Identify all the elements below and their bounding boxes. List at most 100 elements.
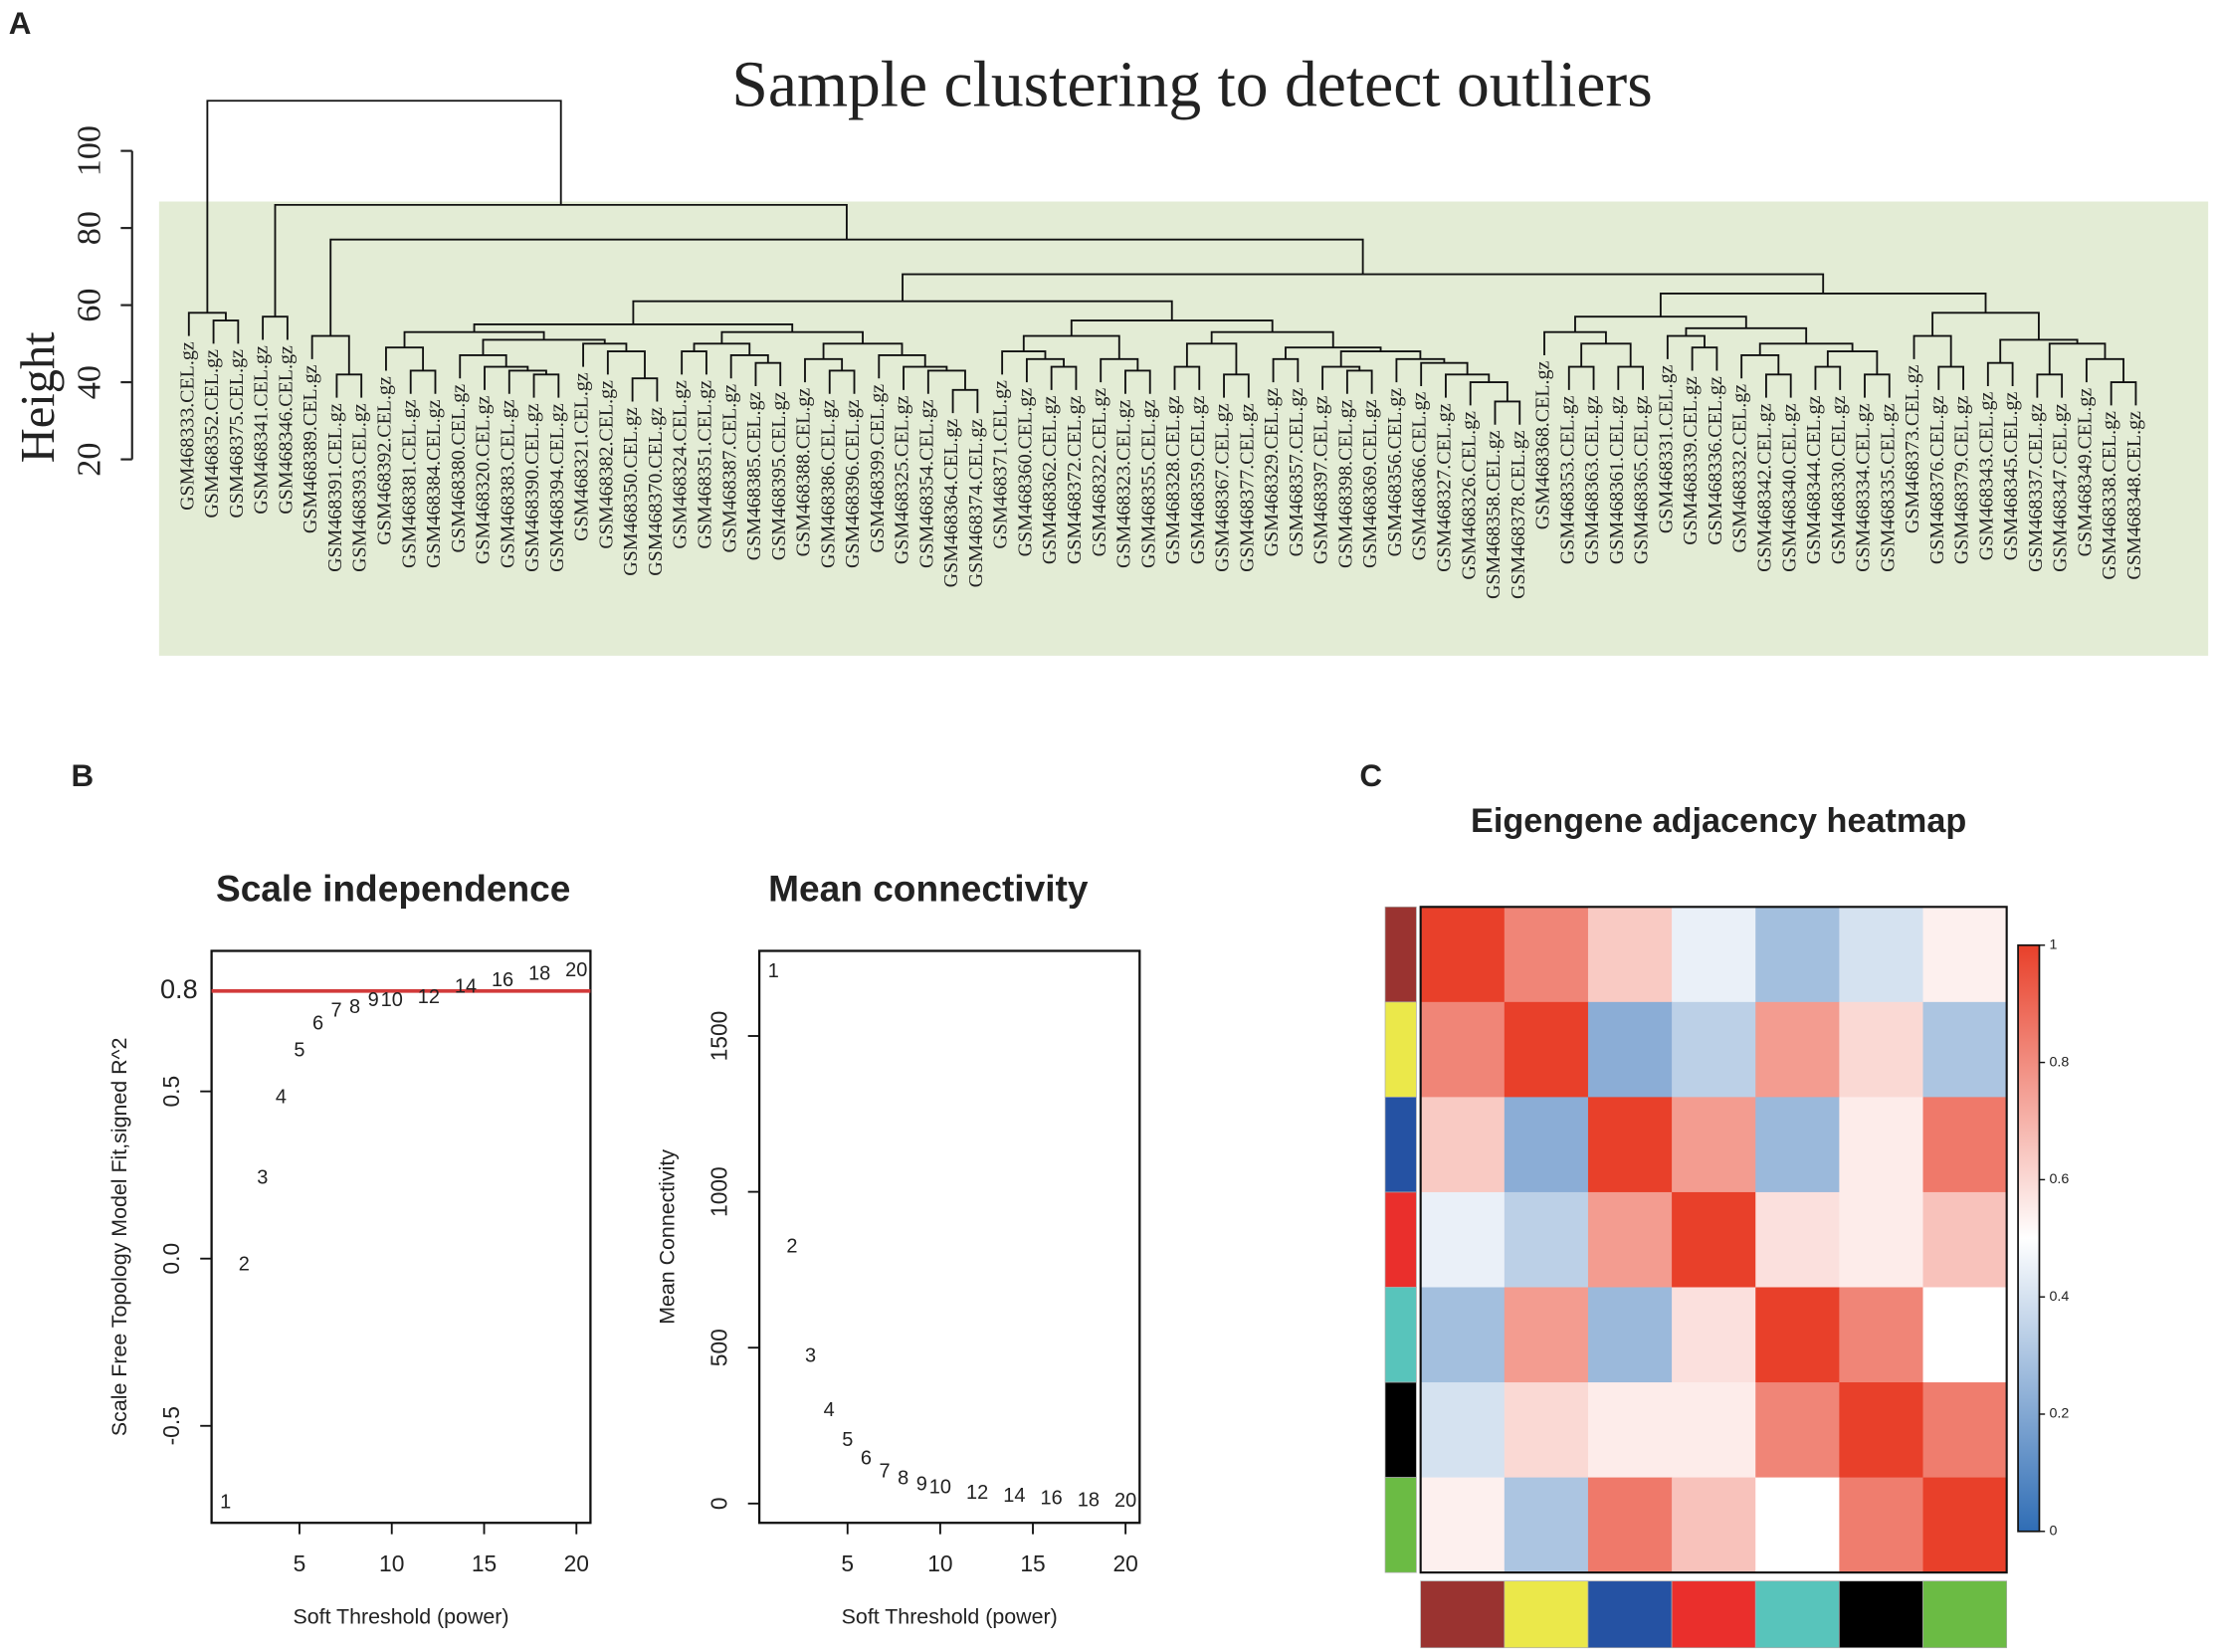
leaf-label: GSM468366.CEL.gz (1409, 392, 1431, 561)
merge (1210, 330, 1334, 348)
point-label: 9 (916, 1474, 927, 1496)
leaf-label: GSM468325.CEL.gz (892, 395, 913, 564)
heatmap-cell (1587, 907, 1673, 1003)
leaf-label: GSM468376.CEL.gz (1926, 395, 1948, 564)
heatmap-cell (1839, 1382, 1924, 1479)
x-tick-label: 5 (294, 1550, 306, 1576)
merge (1764, 373, 1792, 398)
colorbar-tick-label: 0.8 (2049, 1054, 2069, 1070)
heatmap-cell (1587, 1382, 1673, 1479)
point-label: 14 (455, 976, 477, 998)
merge (1025, 357, 1065, 383)
heatmap-cell (1922, 1287, 2008, 1383)
heatmap-cell (1922, 1001, 2008, 1099)
heatmap-cell (1755, 1477, 1841, 1573)
leaf-label: GSM468330.CEL.gz (1828, 395, 1850, 564)
leaf-label: GSM468326.CEL.gz (1458, 411, 1480, 580)
heatmap-cell (1672, 1287, 1756, 1383)
point-label: 10 (929, 1476, 951, 1498)
leaf-label: GSM468349.CEL.gz (2074, 388, 2096, 557)
leaf-label: GSM468341.CEL.gz (251, 345, 273, 515)
leaf-label: GSM468344.CEL.gz (1803, 395, 1825, 564)
chart-title: Sample clustering to detect outliers (731, 49, 1652, 120)
leaf-label: GSM468383.CEL.gz (497, 399, 518, 568)
merge (1543, 330, 1607, 355)
leaf-label: GSM468347.CEL.gz (2050, 403, 2072, 572)
leaf-label: GSM468373.CEL.gz (1902, 364, 1923, 533)
merge (274, 203, 848, 317)
leaf-label: GSM468337.CEL.gz (2025, 403, 2047, 572)
point-label: 20 (565, 959, 587, 981)
merge (310, 334, 350, 375)
heatmap-cell (1672, 1191, 1756, 1289)
colorbar-tick-label: 1 (2049, 937, 2057, 953)
leaf-label: GSM468335.CEL.gz (1877, 403, 1899, 572)
heatmap-cell (1755, 907, 1841, 1003)
heatmap-cell (1922, 1477, 2008, 1573)
leaf-label: GSM468345.CEL.gz (2000, 392, 2022, 561)
heatmap-cell (1504, 907, 1589, 1003)
leaf-label: GSM468396.CEL.gz (842, 399, 864, 568)
leaf-label: GSM468392.CEL.gz (374, 376, 396, 545)
merge (187, 311, 227, 336)
leaf-label: GSM468351.CEL.gz (694, 380, 715, 549)
plot-box (210, 949, 592, 1525)
column-module-color (1504, 1580, 1589, 1649)
point-label: 1 (220, 1491, 231, 1513)
merge (206, 100, 562, 313)
leaf-label: GSM468336.CEL.gz (1705, 376, 1726, 545)
colorbar-tick-label: 0.4 (2049, 1289, 2069, 1305)
point-label: 8 (349, 996, 360, 1018)
merge (1272, 357, 1300, 383)
column-module-color (1922, 1580, 2008, 1649)
point-label: 4 (824, 1399, 835, 1421)
heatmap-cell (1420, 1287, 1506, 1383)
merge (1659, 293, 1987, 317)
y-tick-label: 40 (72, 365, 108, 399)
heatmap-cell (1504, 1097, 1589, 1193)
leaf-label: GSM468364.CEL.gz (940, 419, 962, 588)
row-module-color (1384, 1381, 1417, 1478)
leaf-label: GSM468352.CEL.gz (201, 349, 223, 518)
point-label: 5 (842, 1429, 853, 1451)
leaf-label: GSM468386.CEL.gz (817, 399, 839, 568)
merge (403, 330, 545, 348)
point-label: 3 (805, 1345, 816, 1367)
heatmap-cell (1420, 907, 1506, 1003)
leaf-label: GSM468339.CEL.gz (1680, 376, 1702, 545)
leaf-label: GSM468321.CEL.gz (571, 372, 593, 541)
point-label: 6 (861, 1448, 872, 1470)
leaf-label: GSM468327.CEL.gz (1434, 403, 1456, 572)
merge (2036, 373, 2064, 398)
merge (1339, 350, 1422, 367)
row-module-color (1384, 1001, 1417, 1098)
leaf-label: GSM468334.CEL.gz (1853, 403, 1875, 572)
colorbar-tick-label: 0.6 (2049, 1171, 2069, 1187)
point-label: 4 (276, 1087, 287, 1109)
merge (459, 354, 507, 379)
leaf-label: GSM468365.CEL.gz (1631, 395, 1653, 564)
leaf-label: GSM468353.CEL.gz (1556, 395, 1578, 564)
leaf-label: GSM468357.CEL.gz (1286, 388, 1308, 557)
heatmap-cell (1922, 907, 2008, 1003)
merge (1864, 373, 1891, 398)
heatmap-cell (1839, 1001, 1924, 1099)
heatmap-cell (1504, 1477, 1589, 1573)
point-label: 10 (381, 989, 403, 1011)
leaf-label: GSM468397.CEL.gz (1310, 395, 1332, 564)
merge (1574, 315, 1747, 332)
colorbar-tick-label: 0 (2049, 1524, 2057, 1540)
row-module-color (1384, 1191, 1417, 1288)
leaf-label: GSM468368.CEL.gz (1532, 361, 1554, 530)
leaf-label: GSM468362.CEL.gz (1039, 395, 1061, 564)
point-label: 3 (257, 1166, 268, 1188)
leaf-label: GSM468381.CEL.gz (398, 399, 420, 568)
chart-title: Eigengene adjacency heatmap (1471, 802, 1966, 840)
heatmap-cell (1839, 1287, 1924, 1383)
heatmap-cell (1755, 1382, 1841, 1479)
x-tick-label: 15 (1020, 1550, 1045, 1576)
merge (729, 354, 769, 379)
leaf-label: GSM468346.CEL.gz (275, 345, 297, 515)
x-tick-label: 20 (564, 1550, 589, 1576)
point-label: 18 (528, 962, 550, 984)
